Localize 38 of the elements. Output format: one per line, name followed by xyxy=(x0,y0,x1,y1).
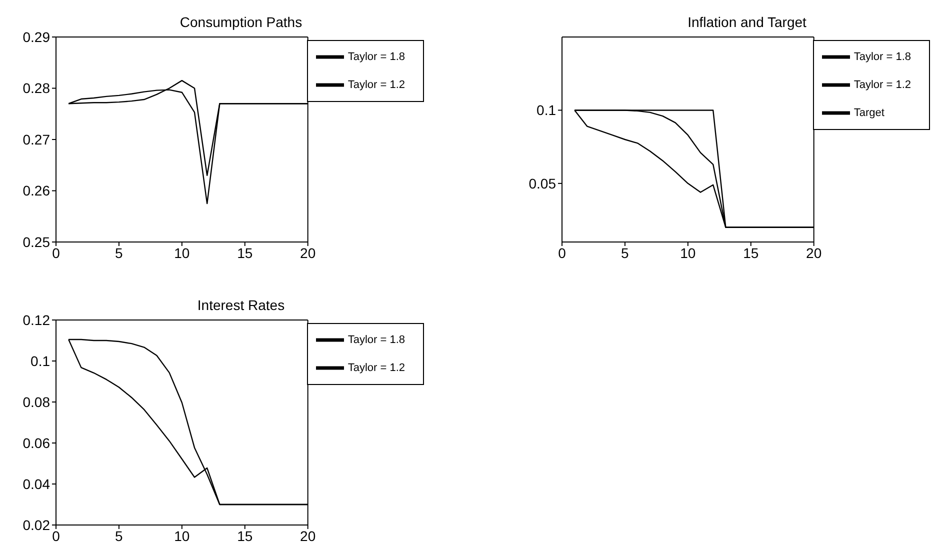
x-tick-label: 5 xyxy=(621,244,630,261)
legend-label: Taylor = 1.2 xyxy=(348,362,405,374)
x-tick-label: 5 xyxy=(115,244,124,261)
legend-label: Taylor = 1.8 xyxy=(348,50,405,63)
x-tick-label: 15 xyxy=(237,528,253,544)
x-tick-label: 10 xyxy=(174,244,190,261)
x-tick-label: 0 xyxy=(52,244,60,261)
y-tick-label: 0.12 xyxy=(22,312,50,328)
y-tick-label: 0.1 xyxy=(30,352,50,369)
y-tick-label: 0.25 xyxy=(22,234,50,250)
y-tick-label: 0.04 xyxy=(22,476,50,492)
chart-title: Inflation and Target xyxy=(686,14,808,30)
chart-title: Consumption Paths xyxy=(178,14,304,30)
y-tick-label: 0.06 xyxy=(22,434,50,451)
y-tick-label: 0.05 xyxy=(528,175,556,192)
y-tick-label: 0.1 xyxy=(536,102,556,118)
y-tick-label: 0.28 xyxy=(22,80,50,96)
x-tick-label: 0 xyxy=(558,244,566,261)
y-tick-label: 0.29 xyxy=(22,28,50,45)
x-tick-label: 10 xyxy=(680,244,696,261)
x-tick-label: 10 xyxy=(174,528,190,544)
legend-label: Taylor = 1.8 xyxy=(854,50,911,63)
x-tick-label: 20 xyxy=(300,528,316,544)
legend-label: Taylor = 1.8 xyxy=(348,334,405,346)
y-tick-label: 0.26 xyxy=(22,182,50,199)
y-tick-label: 0.27 xyxy=(22,131,50,148)
legend-label: Taylor = 1.2 xyxy=(854,78,911,91)
y-tick-label: 0.08 xyxy=(22,394,50,410)
legend-label: Taylor = 1.2 xyxy=(348,78,405,91)
chart-title: Interest Rates xyxy=(196,297,286,313)
x-tick-label: 15 xyxy=(237,244,253,261)
legend-label: Target xyxy=(854,106,884,119)
x-tick-label: 5 xyxy=(115,528,124,544)
y-tick-label: 0.02 xyxy=(22,516,50,533)
x-tick-label: 15 xyxy=(743,244,759,261)
x-tick-label: 20 xyxy=(300,244,316,261)
x-tick-label: 20 xyxy=(806,244,822,261)
x-tick-label: 0 xyxy=(52,528,60,544)
